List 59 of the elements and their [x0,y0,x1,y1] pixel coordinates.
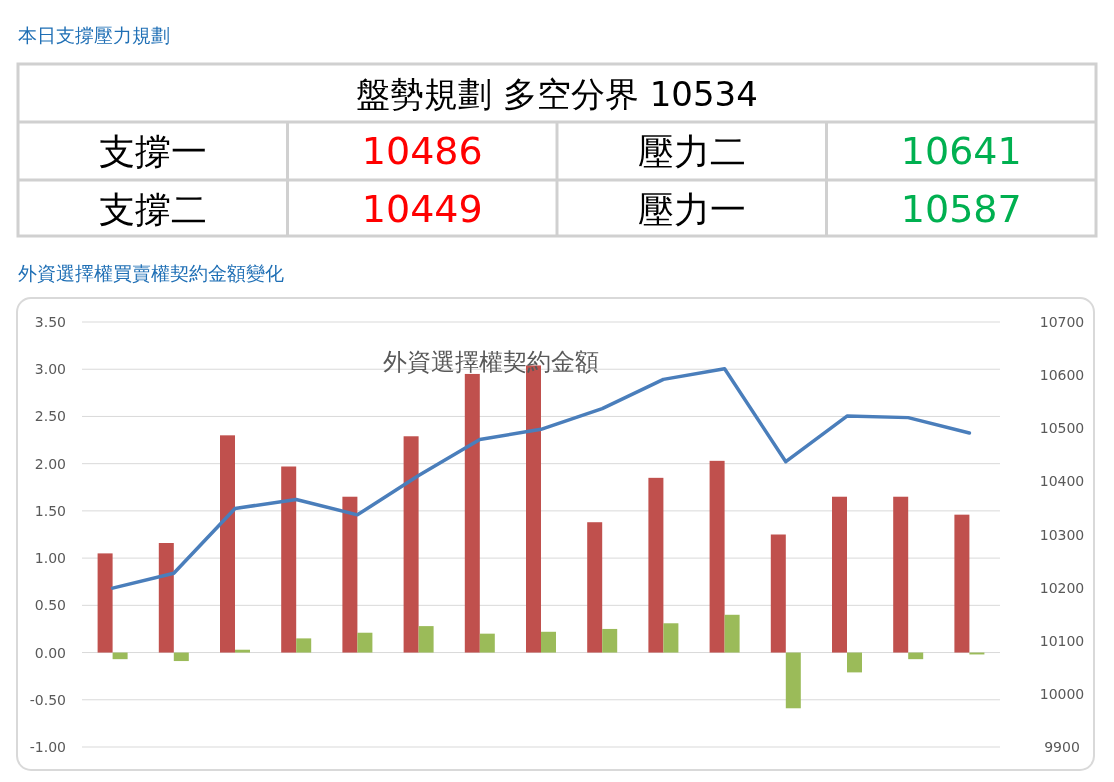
bar [954,514,970,653]
data-label: 10641 [900,129,1022,173]
bar [663,623,679,653]
text: 本日支撐壓力規劃 [18,24,170,46]
y-tick-label: -0.50 [29,691,66,708]
category-label: 支撐一 [98,131,207,172]
y-tick-label: 2.50 [34,408,66,425]
bar [158,543,174,653]
bar [724,614,740,653]
bar [418,626,434,653]
bar [281,466,297,653]
y-tick-label: 1.50 [34,502,66,519]
category-label: 壓力一 [637,189,746,230]
bar [220,435,235,653]
y2-tick-label: 10500 [1039,420,1085,437]
bar [908,652,924,660]
category-label: 支撐二 [98,189,207,230]
data-label: 10449 [361,187,483,231]
text: 盤勢規劃 多空分界 10534 [356,74,758,114]
bar [173,652,189,662]
y-tick-label: 3.50 [34,314,66,330]
bar [785,652,801,709]
bar [587,522,603,653]
bar [296,638,312,653]
y-tick-label: 0.00 [34,644,66,661]
y2-tick-label: 10400 [1039,473,1085,490]
y-tick-label: -1.00 [29,739,66,755]
y2-tick-label: 10100 [1039,632,1085,649]
bar [464,373,480,653]
y2-tick-label: 10300 [1039,526,1085,543]
data-label: 10486 [361,129,483,173]
y2-tick-label: 10700 [1039,314,1085,330]
bar [709,460,725,653]
bar [235,649,250,653]
y-tick-label: 2.00 [34,455,66,472]
bar [112,652,128,660]
y2-tick-label: 10600 [1039,367,1085,384]
bar [357,632,373,653]
y2-tick-label: 10200 [1039,579,1085,596]
bar [541,631,556,653]
text: 外資選擇權契約金額 [383,348,599,376]
y-tick-label: 3.00 [34,361,66,378]
bar [97,553,113,653]
bar [342,496,358,653]
y2-tick-label: 9900 [1044,739,1080,755]
chart-title: 外資選擇權買賣權契約金額變化 [18,262,284,284]
bar [648,477,664,653]
y-tick-label: 1.00 [34,550,66,567]
bar [403,436,419,653]
y-tick-label: 0.50 [34,597,66,614]
bar [893,496,909,653]
bar [847,652,862,673]
data-label: 10587 [900,187,1022,231]
bar [832,496,847,653]
bar [479,633,495,653]
bar [602,628,618,653]
y2-tick-label: 10000 [1039,685,1085,702]
category-label: 壓力二 [637,131,746,172]
bar [770,534,786,653]
